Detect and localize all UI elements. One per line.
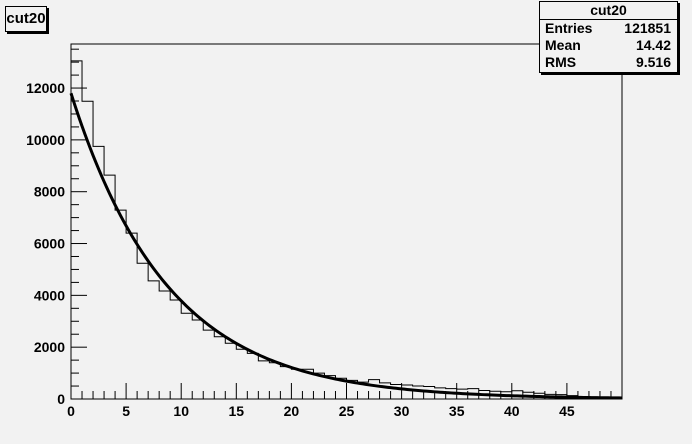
x-tick-label: 30 — [394, 403, 410, 419]
y-tick-label: 8000 — [34, 184, 65, 200]
fit-curve — [69, 92, 623, 400]
histogram-bin — [159, 291, 170, 399]
plot-frame — [70, 43, 623, 400]
stats-row: Entries 121851 — [540, 20, 677, 37]
y-tick-label: 12000 — [26, 80, 65, 96]
stats-label: Mean — [545, 37, 581, 53]
histogram-bin — [413, 386, 424, 399]
y-tick-label: 0 — [57, 391, 65, 407]
histogram-bin — [126, 233, 137, 399]
x-tick-label: 15 — [229, 403, 245, 419]
x-tick-label: 5 — [122, 403, 130, 419]
histogram-bin — [148, 281, 159, 399]
stats-value: 9.516 — [635, 54, 671, 70]
histogram-bin — [402, 385, 413, 399]
histogram-bin — [93, 146, 104, 399]
stats-title: cut20 — [540, 2, 677, 20]
histogram-bin — [236, 349, 247, 399]
histogram-bin — [258, 361, 269, 399]
x-tick-label: 40 — [504, 403, 520, 419]
x-tick-label: 45 — [559, 403, 575, 419]
stats-label: Entries — [545, 20, 593, 36]
histogram-bin — [192, 320, 203, 399]
histogram-bin — [225, 343, 236, 399]
histogram-bin — [369, 380, 380, 399]
x-tick-label: 20 — [284, 403, 300, 419]
histogram-bin — [115, 210, 126, 399]
histogram-bin — [170, 300, 181, 399]
histogram-bin — [203, 330, 214, 399]
histogram-bin — [181, 313, 192, 399]
x-tick-label: 25 — [339, 403, 355, 419]
y-tick-label: 2000 — [34, 339, 65, 355]
histogram-bin — [214, 337, 225, 399]
y-tick-label: 4000 — [34, 287, 65, 303]
y-tick-label: 10000 — [26, 132, 65, 148]
x-tick-label: 10 — [173, 403, 189, 419]
histogram-title: cut20 — [5, 6, 47, 32]
histogram-bin — [82, 101, 93, 399]
histogram-bin — [280, 367, 291, 399]
stats-row: RMS 9.516 — [540, 54, 677, 71]
stats-label: RMS — [545, 54, 577, 70]
histogram-bin — [137, 263, 148, 399]
stats-value: 14.42 — [635, 37, 671, 53]
stats-box: cut20 Entries 121851 Mean 14.42 RMS 9.516 — [539, 1, 678, 73]
histogram-bin — [104, 175, 115, 399]
y-tick-label: 6000 — [34, 236, 65, 252]
stats-row: Mean 14.42 — [540, 37, 677, 54]
histogram-bin — [291, 369, 302, 399]
histogram-bin — [247, 353, 258, 399]
histogram-bin — [269, 363, 280, 399]
x-tick-label: 0 — [67, 403, 75, 419]
x-tick-label: 35 — [449, 403, 465, 419]
stats-value: 121851 — [624, 20, 671, 36]
